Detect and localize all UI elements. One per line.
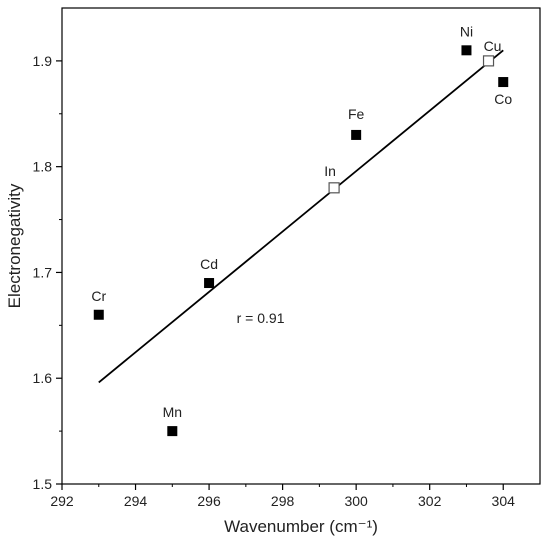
data-point-filled [461,45,472,56]
y-tick-label: 1.8 [33,159,53,175]
x-axis-title: Wavenumber (cm⁻¹) [224,517,378,536]
point-label-cd: Cd [200,256,218,272]
data-point-filled [167,426,178,437]
point-label-in: In [324,163,336,179]
data-point-filled [204,278,215,289]
data-points-layer: Cr Mn Cd Fe Ni Co In Cu [91,23,512,437]
point-label-fe: Fe [348,106,365,122]
point-label-cr: Cr [91,288,106,304]
x-tick-label: 296 [197,493,221,509]
y-tick-label: 1.9 [33,53,53,69]
regression-line [98,49,504,384]
y-tick-label: 1.7 [33,264,53,280]
y-axis-title: Electronegativity [5,183,24,308]
point-label-cu: Cu [484,38,502,54]
point-label-co: Co [494,91,512,107]
point-label-ni: Ni [460,23,473,39]
y-axis-ticks: 1.5 1.6 1.7 1.8 1.9 [33,53,62,492]
data-point-open [482,55,495,67]
data-point-filled [93,309,104,320]
data-point-open [328,182,340,194]
data-point-filled [498,77,509,88]
correlation-annotation: r = 0.91 [237,310,285,326]
fit-line-layer [98,49,504,384]
data-point-filled [351,129,362,140]
x-tick-label: 294 [124,493,148,509]
x-tick-label: 302 [418,493,442,509]
y-tick-label: 1.5 [33,476,53,492]
plot-frame [61,7,541,485]
annotations-layer: r = 0.91 [237,310,285,326]
y-tick-label: 1.6 [33,370,53,386]
x-tick-label: 300 [344,493,368,509]
x-tick-label: 304 [492,493,516,509]
x-axis-ticks: 292 294 296 298 300 302 304 [50,484,515,509]
x-tick-label: 298 [271,493,295,509]
point-label-mn: Mn [163,404,182,420]
x-tick-label: 292 [50,493,74,509]
